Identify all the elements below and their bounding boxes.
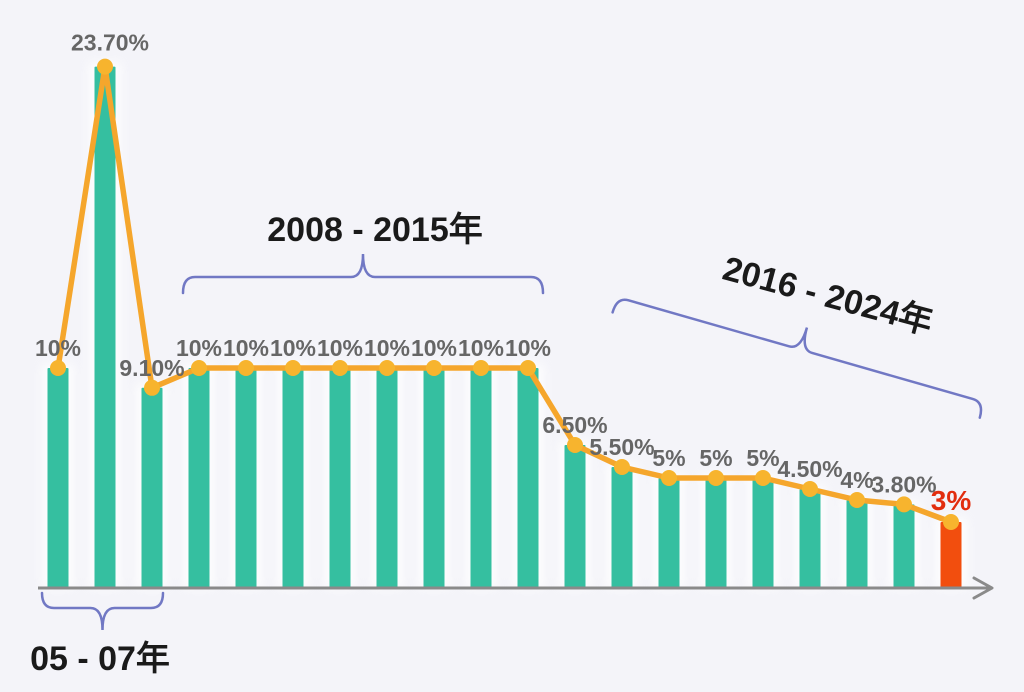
range-label: 05 - 07年 xyxy=(30,640,170,678)
data-label: 10% xyxy=(35,335,81,361)
data-point-marker xyxy=(802,481,818,497)
bar xyxy=(705,478,727,588)
data-label: 10% xyxy=(176,335,222,361)
data-label-highlight: 3% xyxy=(931,485,972,516)
bar xyxy=(846,500,868,588)
data-point-marker xyxy=(332,360,348,376)
data-label: 10% xyxy=(505,335,551,361)
data-point-marker xyxy=(896,496,912,513)
bar xyxy=(470,368,492,588)
data-point-marker xyxy=(755,470,771,486)
bar xyxy=(47,368,69,588)
bar xyxy=(141,387,163,588)
data-label: 5% xyxy=(652,445,685,471)
range-brace xyxy=(181,253,545,295)
data-point-marker xyxy=(943,514,959,530)
bar xyxy=(188,368,210,588)
data-label: 10% xyxy=(458,335,504,361)
data-label: 10% xyxy=(270,335,316,361)
bar xyxy=(329,368,351,588)
data-point-marker xyxy=(50,360,66,376)
data-point-marker xyxy=(285,360,301,376)
data-point-marker xyxy=(661,470,677,486)
bar xyxy=(658,478,680,588)
data-point-marker xyxy=(97,58,113,75)
data-label: 10% xyxy=(317,335,363,361)
bar xyxy=(799,489,821,588)
range-label: 2016 - 2024年 xyxy=(719,250,937,342)
data-label: 9.10% xyxy=(119,355,184,381)
data-label: 5.50% xyxy=(589,434,654,460)
data-label: 4% xyxy=(840,467,873,493)
data-label: 23.70% xyxy=(71,30,149,56)
bar xyxy=(611,467,633,588)
bar xyxy=(517,368,539,588)
data-label: 10% xyxy=(364,335,410,361)
data-label: 5% xyxy=(746,445,779,471)
data-label: 4.50% xyxy=(777,456,842,482)
data-point-marker xyxy=(379,360,395,376)
data-label: 3.80% xyxy=(871,471,936,497)
range-label: 2008 - 2015年 xyxy=(267,211,483,249)
bar xyxy=(235,368,257,588)
data-label: 6.50% xyxy=(542,412,607,438)
bar xyxy=(423,368,445,588)
bar xyxy=(752,478,774,588)
range-brace xyxy=(611,298,983,419)
data-point-marker xyxy=(849,492,865,508)
bar xyxy=(940,522,962,588)
x-axis-arrow-icon xyxy=(972,576,994,600)
data-point-marker xyxy=(520,360,536,376)
data-point-marker xyxy=(144,379,160,396)
range-brace xyxy=(40,591,165,631)
data-point-marker xyxy=(426,360,442,376)
data-label: 5% xyxy=(699,445,732,471)
bar xyxy=(282,368,304,588)
data-point-marker xyxy=(238,360,254,376)
data-label: 10% xyxy=(223,335,269,361)
bar xyxy=(564,445,586,588)
data-point-marker xyxy=(191,360,207,376)
data-point-marker xyxy=(708,470,724,486)
bar xyxy=(376,368,398,588)
bar xyxy=(893,504,915,588)
data-point-marker xyxy=(614,459,630,475)
data-point-marker xyxy=(473,360,489,376)
data-point-marker xyxy=(567,437,583,453)
data-label: 10% xyxy=(411,335,457,361)
bar xyxy=(94,66,116,589)
